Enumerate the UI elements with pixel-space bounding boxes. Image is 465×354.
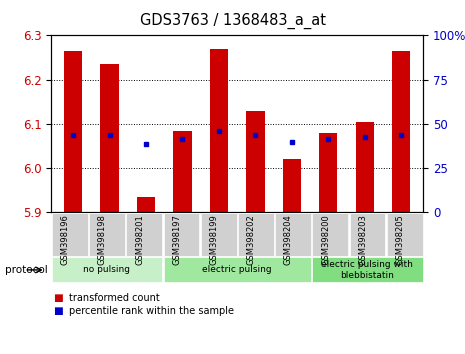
Text: GSM398198: GSM398198 [98,214,107,265]
Text: GSM398197: GSM398197 [173,214,181,265]
Bar [392,51,411,212]
Text: GSM398204: GSM398204 [284,214,293,265]
Bar [356,122,374,212]
Text: transformed count: transformed count [69,293,159,303]
Text: GSM398199: GSM398199 [210,214,219,265]
Text: percentile rank within the sample: percentile rank within the sample [69,306,234,316]
Bar [319,133,338,212]
Text: no pulsing: no pulsing [83,266,131,274]
Bar [100,64,119,212]
Bar [246,111,265,212]
Text: GDS3763 / 1368483_a_at: GDS3763 / 1368483_a_at [140,12,326,29]
Text: GSM398205: GSM398205 [396,214,405,265]
Text: GSM398196: GSM398196 [61,214,70,265]
Bar [137,197,155,212]
Bar [283,159,301,212]
Text: GSM398203: GSM398203 [359,214,367,265]
Text: protocol: protocol [5,265,47,275]
Text: electric pulsing: electric pulsing [202,266,272,274]
Bar [64,51,82,212]
Text: electric pulsing with
blebbistatin: electric pulsing with blebbistatin [321,260,413,280]
Text: ■: ■ [53,306,63,316]
Bar [210,49,228,212]
Text: GSM398201: GSM398201 [135,214,144,265]
Text: GSM398202: GSM398202 [247,214,256,265]
Bar [173,131,192,212]
Text: ■: ■ [53,293,63,303]
Text: GSM398200: GSM398200 [321,214,330,265]
